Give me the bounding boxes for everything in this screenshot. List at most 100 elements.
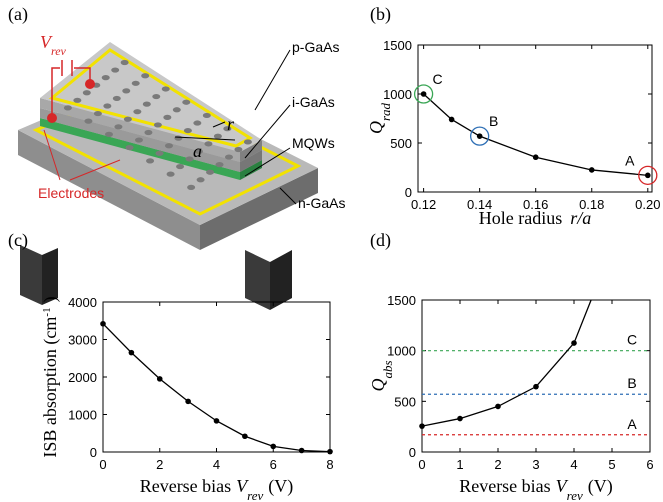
hole — [163, 114, 172, 120]
hole — [234, 146, 243, 153]
axis-label-part: ISB absorption (cm — [40, 317, 61, 458]
axis-label-part: Q — [368, 379, 388, 392]
x-tick-label: 3 — [532, 457, 539, 472]
x-tick-label: 2 — [156, 457, 163, 472]
highlight-ring — [638, 165, 658, 185]
y-tick-label: 0 — [405, 185, 412, 200]
hole — [193, 120, 202, 126]
axis-label: Reverse bias Vrev (V) — [140, 476, 294, 502]
hole — [134, 137, 143, 143]
leader — [69, 159, 121, 181]
hole — [176, 163, 185, 170]
y-tick-label: 3000 — [68, 333, 97, 348]
plot-frame — [421, 299, 651, 453]
y-tick-label: 0 — [90, 445, 97, 460]
axis-label-part: -1 — [41, 307, 53, 316]
wire — [51, 67, 60, 118]
axis-label-part: rev — [247, 488, 263, 502]
data-point — [100, 320, 106, 327]
voltage-symbol: V — [40, 32, 53, 52]
hole — [84, 118, 93, 124]
electrode — [48, 48, 253, 148]
hole — [161, 86, 170, 92]
data-point — [457, 415, 463, 422]
x-tick-label: 5 — [608, 457, 615, 472]
axis-label-part: Reverse bias — [140, 476, 231, 496]
hole — [183, 127, 192, 134]
p-layer-side — [40, 98, 240, 162]
axis-label-part: r/a — [570, 208, 591, 228]
panel-label: (d) — [370, 230, 391, 251]
panel-label: (c) — [8, 230, 28, 251]
leg — [20, 245, 42, 305]
data-point — [298, 447, 305, 454]
hole — [111, 67, 120, 73]
hole — [224, 154, 233, 160]
axis-label: Qabs — [368, 360, 395, 391]
voltage-subscript: rev — [51, 44, 67, 58]
y-tick-label: 1000 — [383, 87, 412, 102]
panel-label: (b) — [370, 4, 391, 25]
wire — [74, 67, 91, 84]
x-tick-label: 0.18 — [579, 197, 604, 212]
slab-side — [18, 130, 200, 250]
reference-label: C — [627, 332, 637, 348]
data-point — [420, 91, 427, 97]
y-tick-label: 1000 — [68, 408, 97, 423]
leg — [270, 250, 292, 310]
x-tick-label: 6 — [270, 457, 277, 472]
hole — [114, 124, 123, 130]
hole — [194, 148, 203, 155]
hole — [120, 59, 129, 66]
hole — [101, 75, 110, 81]
annotation: C — [433, 71, 443, 87]
y-tick-label: 1500 — [387, 293, 416, 308]
leader — [212, 121, 226, 128]
hole — [243, 139, 252, 145]
y-tick-label: 0 — [409, 445, 416, 460]
hole — [155, 150, 164, 156]
plot-frame — [102, 301, 331, 453]
hole — [223, 126, 232, 132]
y-tick-label: 1500 — [383, 38, 412, 53]
hole — [206, 169, 215, 175]
x-tick-label: 2 — [494, 457, 501, 472]
x-tick-label: 4 — [213, 457, 220, 472]
y-tick-label: 2000 — [68, 370, 97, 385]
x-tick-label: 0.20 — [635, 197, 660, 212]
hole — [112, 95, 121, 102]
reference-label: A — [627, 416, 637, 432]
leader — [244, 104, 291, 159]
data-point — [644, 172, 651, 179]
y-tick-label: 4000 — [68, 295, 97, 310]
data-point — [532, 154, 539, 161]
x-tick-label: 0.12 — [411, 197, 436, 212]
hole — [93, 110, 102, 117]
hole — [123, 116, 132, 122]
x-tick-label: 0.14 — [467, 197, 492, 212]
axis-label: Hole radius r/a — [479, 208, 592, 228]
x-tick-label: 0.16 — [523, 197, 548, 212]
hole — [164, 143, 173, 149]
leg — [245, 250, 270, 310]
hole — [187, 184, 196, 190]
hole — [174, 135, 183, 141]
panel-label: (a) — [8, 4, 28, 25]
axis-label: ISB absorption (cm-1) — [40, 296, 61, 457]
hole — [172, 107, 181, 113]
hole — [133, 109, 142, 115]
hole — [213, 133, 222, 139]
hole — [103, 103, 112, 109]
hole — [204, 141, 213, 147]
hole — [196, 177, 205, 183]
data-point — [213, 418, 220, 424]
mqw-layer — [40, 118, 240, 180]
p-layer-top — [40, 42, 262, 152]
axis-label-part: ) — [40, 296, 61, 302]
axis-label-part: V — [236, 476, 249, 496]
plot-frame — [417, 44, 653, 193]
data-point — [533, 383, 539, 390]
slab-side — [200, 168, 318, 250]
hole — [82, 90, 91, 96]
